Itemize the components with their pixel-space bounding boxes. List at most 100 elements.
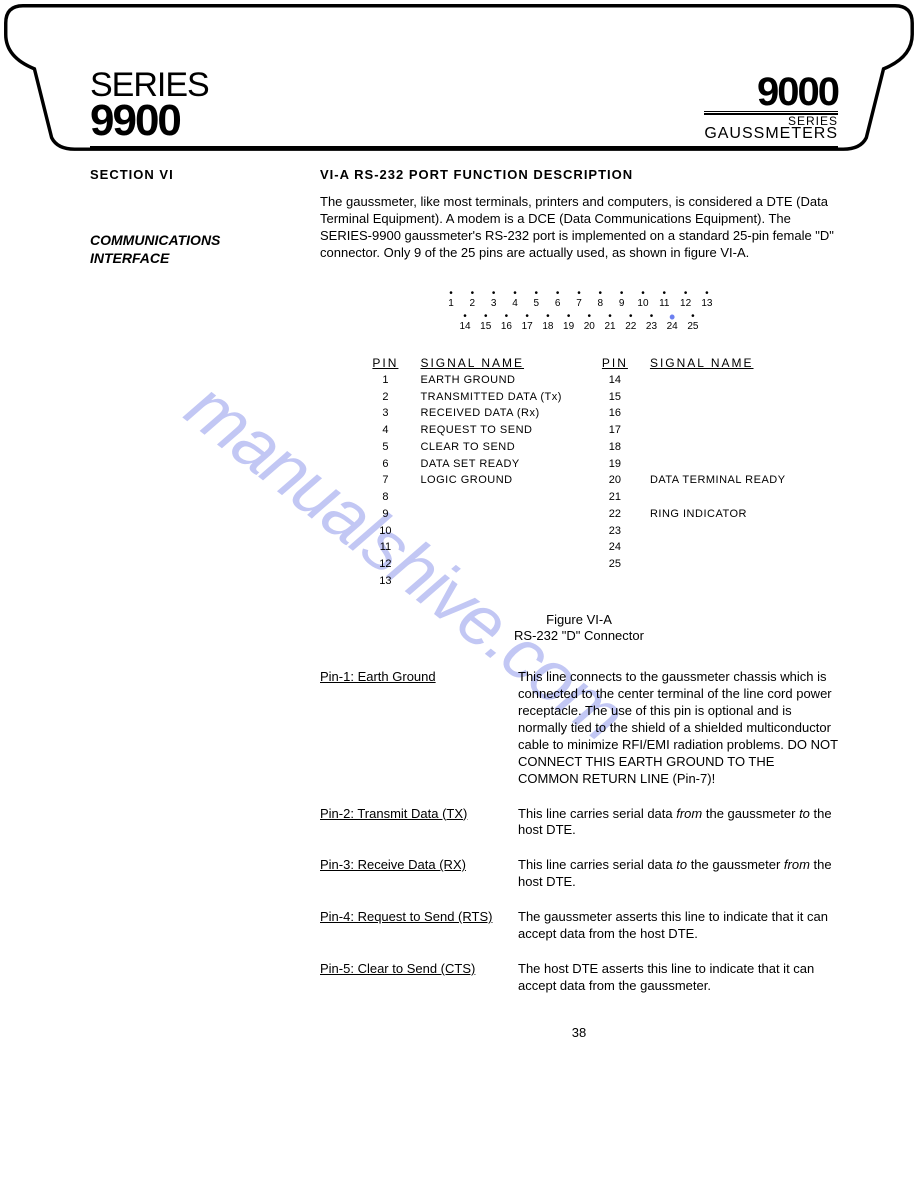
pin-sig-6: DATA SET READY (420, 458, 561, 472)
pin-descriptions: Pin-1: Earth GroundThis line connects to… (320, 669, 838, 994)
content-heading: VI-A RS-232 PORT FUNCTION DESCRIPTION (320, 167, 838, 182)
pin-sig-14 (650, 374, 786, 388)
pin-right-nums: PIN 14 15 16 17 18 19 20 21 22 23 24 25 (602, 356, 628, 592)
pin-num-18: 18 (602, 441, 628, 455)
pin-desc-text-2: This line carries serial data from the g… (518, 806, 838, 840)
pin-sig-18 (650, 441, 786, 455)
pin-table: PIN 12345678910111213 SIGNAL NAME EARTH … (372, 356, 785, 592)
connector-pin-17: 17 (517, 313, 537, 332)
connector-pin-8: 8 (590, 290, 610, 309)
pin-sig-24 (650, 541, 786, 555)
figure-caption-l1: Figure VI-A (546, 612, 612, 627)
pin-desc-4: Pin-4: Request to Send (RTS) The gaussmet… (320, 909, 838, 943)
connector-pin-20: 20 (579, 313, 599, 332)
connector-pin-22: 22 (621, 313, 641, 332)
pin-sig-9 (420, 508, 561, 522)
pin-sig-19 (650, 458, 786, 472)
pin-num-21: 21 (602, 491, 628, 505)
connector-pin-1: 1 (441, 290, 461, 309)
pin-sig-17 (650, 424, 786, 438)
pin-num-2: 2 (372, 391, 398, 405)
section-title-l1: COMMUNICATIONS (90, 232, 220, 248)
section-title-l2: INTERFACE (90, 250, 169, 266)
pin-sig-5: CLEAR TO SEND (420, 441, 561, 455)
pin-sig-2: TRANSMITTED DATA (Tx) (420, 391, 561, 405)
pin-sig-15 (650, 391, 786, 405)
pin-desc-text-5: The host DTE asserts this line to indica… (518, 961, 838, 995)
pin-num-23: 23 (602, 525, 628, 539)
connector-pin-4: 4 (505, 290, 525, 309)
pin-desc-label-3: Pin-3: Receive Data (RX) (320, 857, 500, 891)
connector-row-bottom: 141516171819202122232425 (437, 313, 721, 332)
pin-num-6: 6 (372, 458, 398, 472)
connector-pin-6: 6 (548, 290, 568, 309)
pin-num-20: 20 (602, 474, 628, 488)
pin-num-25: 25 (602, 558, 628, 572)
pin-table-wrap: PIN 12345678910111213 SIGNAL NAME EARTH … (320, 356, 838, 592)
body-columns: SECTION VI COMMUNICATIONS INTERFACE VI-A… (90, 167, 838, 1039)
th-pin-l: PIN (372, 356, 398, 371)
pin-desc-3: Pin-3: Receive Data (RX)This line carrie… (320, 857, 838, 891)
pin-sig-11 (420, 541, 561, 555)
pin-num-11: 11 (372, 541, 398, 555)
pin-num-5: 5 (372, 441, 398, 455)
pin-num-24: 24 (602, 541, 628, 555)
pin-num-10: 10 (372, 525, 398, 539)
section-title: COMMUNICATIONS INTERFACE (90, 232, 290, 267)
pin-num-19: 19 (602, 458, 628, 472)
pin-num-17: 17 (602, 424, 628, 438)
th-sig-l: SIGNAL NAME (420, 356, 561, 371)
connector-outline (0, 0, 918, 155)
pin-num-22: 22 (602, 508, 628, 522)
pin-desc-label-5: Pin-5: Clear to Send (CTS) (320, 961, 500, 995)
connector-pin-18: 18 (538, 313, 558, 332)
pin-left-sigs: SIGNAL NAME EARTH GROUNDTRANSMITTED DATA… (420, 356, 561, 592)
pin-num-8: 8 (372, 491, 398, 505)
pin-sig-13 (420, 575, 561, 589)
pin-num-4: 4 (372, 424, 398, 438)
pin-sig-4: REQUEST TO SEND (420, 424, 561, 438)
pin-sig-22: RING INDICATOR (650, 508, 786, 522)
connector-pin-25: 25 (683, 313, 703, 332)
pin-table-left: PIN 12345678910111213 SIGNAL NAME EARTH … (372, 356, 562, 592)
main-content: VI-A RS-232 PORT FUNCTION DESCRIPTION Th… (320, 167, 838, 1039)
pin-desc-label-4: Pin-4: Request to Send (RTS) (320, 909, 500, 943)
pin-sig-12 (420, 558, 561, 572)
connector-pin-7: 7 (569, 290, 589, 309)
pin-num-12: 12 (372, 558, 398, 572)
connector-pin-24: 24 (662, 313, 682, 332)
pin-sig-23 (650, 525, 786, 539)
pin-desc-text-4: The gaussmeter asserts this line to indi… (518, 909, 838, 943)
pin-desc-label-2: Pin-2: Transmit Data (TX) (320, 806, 500, 840)
connector-pin-14: 14 (455, 313, 475, 332)
pin-right-sigs: SIGNAL NAME DATA TERMINAL READY RING IND… (650, 356, 786, 592)
connector-pin-10: 10 (633, 290, 653, 309)
pin-num-9: 9 (372, 508, 398, 522)
pin-sig-16 (650, 407, 786, 421)
pin-sig-21 (650, 491, 786, 505)
pin-desc-5: Pin-5: Clear to Send (CTS) The host DTE a… (320, 961, 838, 995)
intro-paragraph: The gaussmeter, like most terminals, pri… (320, 194, 838, 262)
pin-sig-25 (650, 558, 786, 572)
connector-pin-9: 9 (612, 290, 632, 309)
figure-caption-l2: RS-232 "D" Connector (514, 628, 644, 643)
connector-pin-23: 23 (641, 313, 661, 332)
pin-desc-1: Pin-1: Earth GroundThis line connects to… (320, 669, 838, 787)
pin-sig-3: RECEIVED DATA (Rx) (420, 407, 561, 421)
section-label: SECTION VI (90, 167, 290, 182)
connector-diagram: 12345678910111213 1415161718192021222324… (419, 280, 739, 342)
pin-num-15: 15 (602, 391, 628, 405)
pin-table-right: PIN 14 15 16 17 18 19 20 21 22 23 24 25 SIGNAL NAME… (602, 356, 786, 592)
connector-pin-13: 13 (697, 290, 717, 309)
pin-num-14: 14 (602, 374, 628, 388)
connector-pin-11: 11 (654, 290, 674, 309)
pin-num-16: 16 (602, 407, 628, 421)
connector-pin-19: 19 (559, 313, 579, 332)
connector-pin-3: 3 (484, 290, 504, 309)
th-pin-r: PIN (602, 356, 628, 371)
th-sig-r: SIGNAL NAME (650, 356, 786, 371)
connector-diagram-wrap: 12345678910111213 1415161718192021222324… (320, 280, 838, 342)
page-number: 38 (320, 1025, 838, 1040)
connector-pin-5: 5 (526, 290, 546, 309)
pin-sig-20: DATA TERMINAL READY (650, 474, 786, 488)
